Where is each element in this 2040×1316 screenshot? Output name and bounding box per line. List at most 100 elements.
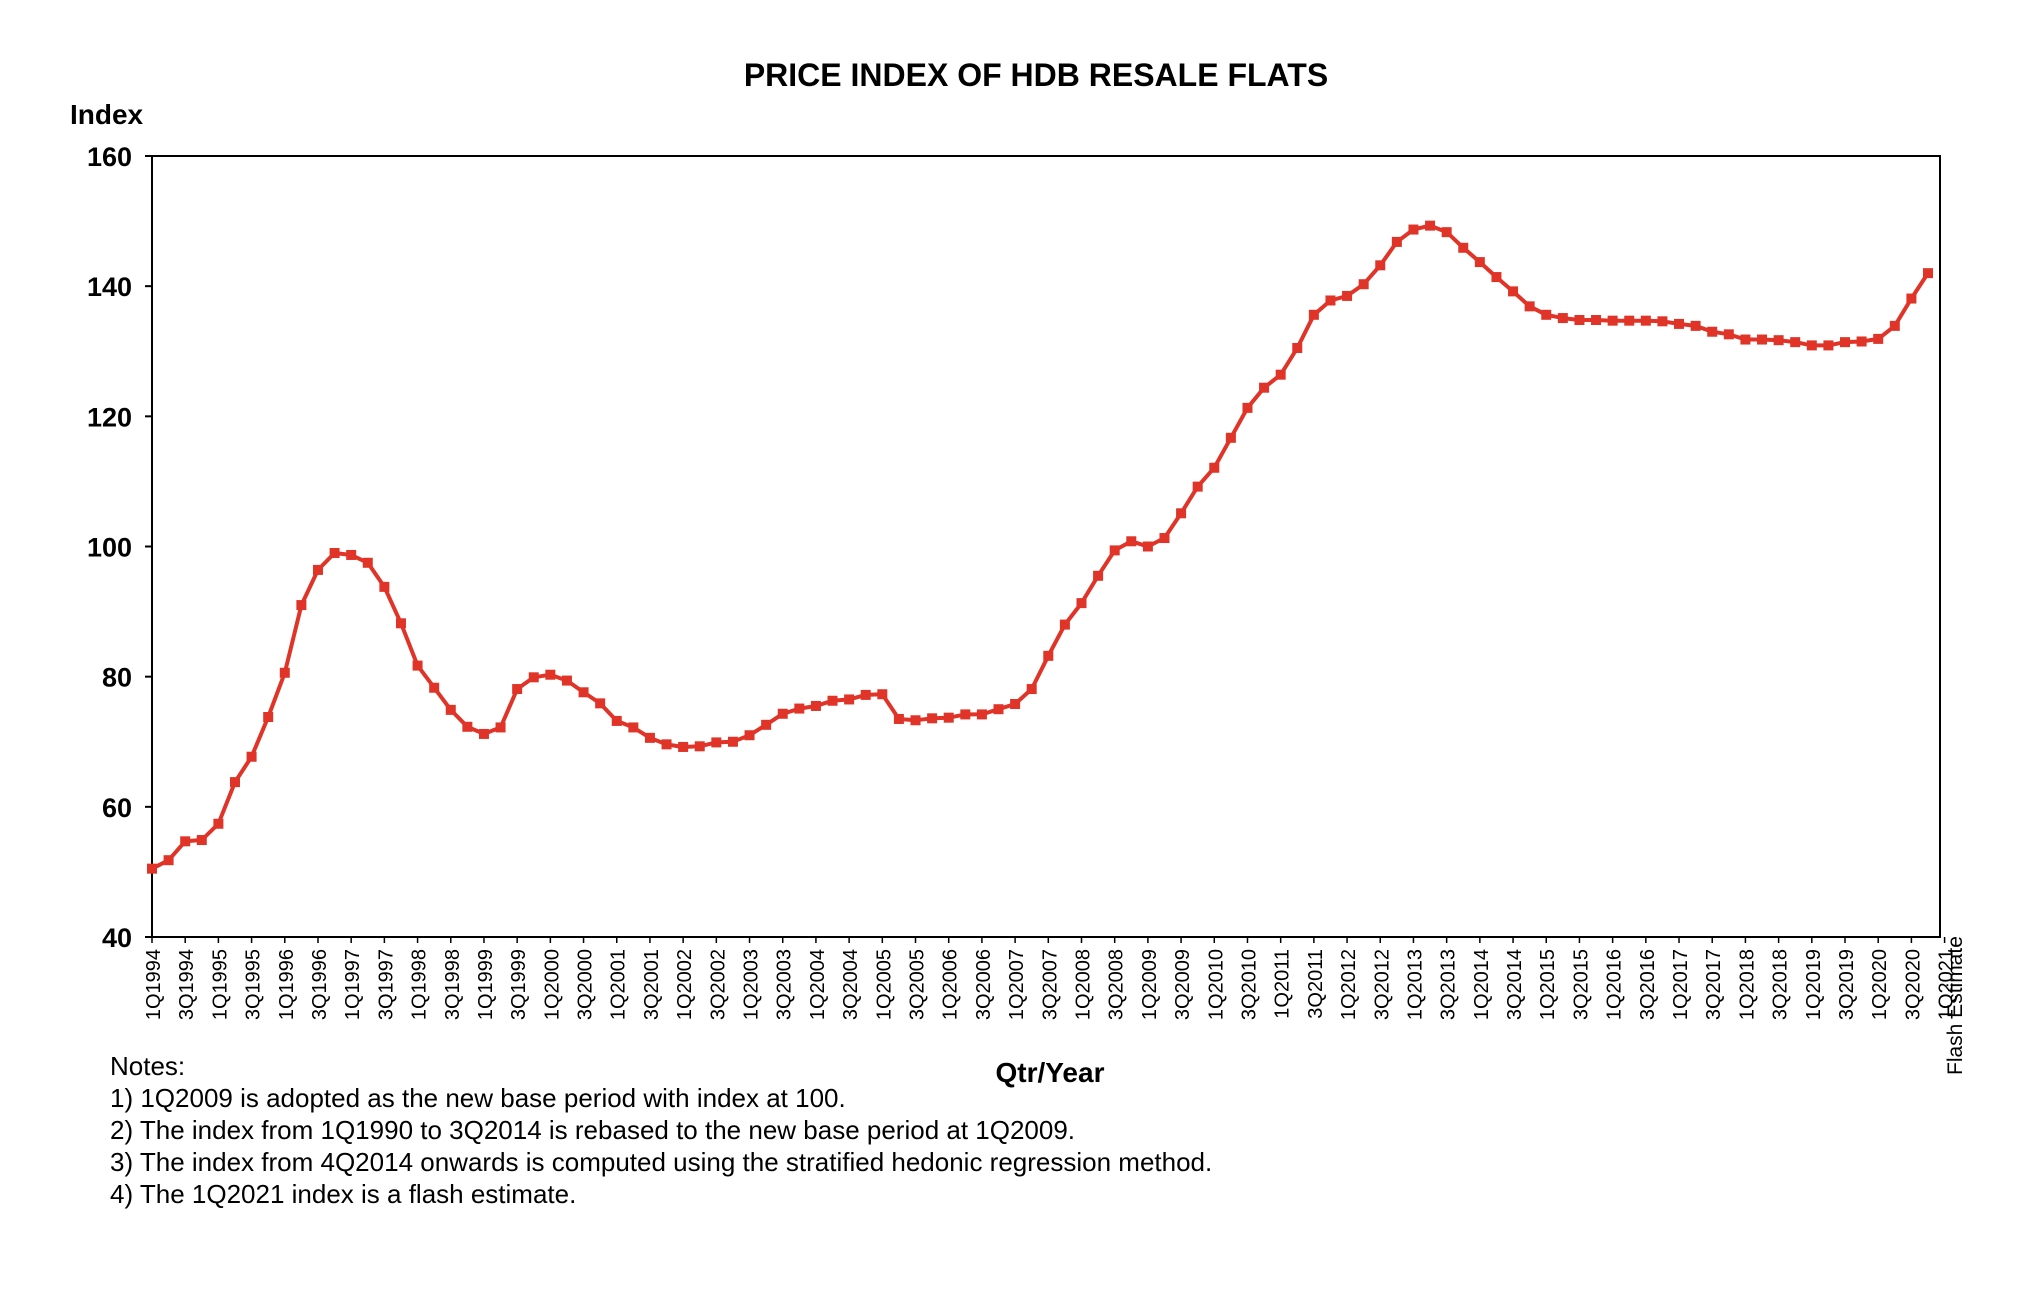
data-point [877,689,888,700]
data-point [1441,227,1452,238]
data-point [943,712,954,723]
y-axis-label: Index [70,99,144,130]
x-tick-label: 1Q2000 [541,949,563,1020]
x-tick-label: 3Q2000 [575,949,597,1020]
data-point [1640,315,1651,326]
data-point [1408,224,1419,235]
data-point [561,675,572,686]
plot-area-frame [151,155,1941,938]
data-point [1607,315,1618,326]
note-item-1: 1) 1Q2009 is adopted as the new base per… [110,1083,846,1113]
x-tick-label: 1Q2020 [1869,949,1891,1020]
data-point [1574,315,1585,326]
x-tick-label: 3Q2001 [641,949,663,1020]
x-tick-label: 1Q2015 [1537,949,1559,1020]
series-layer [147,220,1933,874]
data-point [927,713,938,724]
data-point [860,689,871,700]
y-tick-label: 140 [87,272,132,302]
data-point [478,728,489,739]
data-point [1856,336,1867,347]
x-tick-label: 1Q2009 [1139,949,1161,1020]
data-point [412,660,423,671]
x-tick-label: 3Q2018 [1770,949,1792,1020]
data-point [495,722,506,733]
x-tick-label: 1Q2006 [940,949,962,1020]
data-point [1508,286,1519,297]
notes-block: Notes: 1) 1Q2009 is adopted as the new b… [110,1050,1212,1210]
x-tick-label: 3Q2017 [1703,949,1725,1020]
x-tick-label: 1Q2003 [741,949,763,1020]
x-tick-label: 1Q1995 [209,949,231,1020]
note-item-2: 2) The index from 1Q1990 to 3Q2014 is re… [110,1115,1076,1145]
data-point [445,704,456,715]
data-point [910,715,921,726]
data-point [1491,272,1502,283]
x-tick-label: 3Q2008 [1106,949,1128,1020]
data-point [1657,316,1668,327]
x-tick-label: 3Q2014 [1504,949,1526,1020]
data-point [1126,536,1137,547]
data-point [1840,337,1851,348]
data-point [1275,369,1286,380]
data-point [246,751,257,762]
x-tick-label: 3Q2013 [1438,949,1460,1020]
x-tick-label: 3Q2019 [1836,949,1858,1020]
data-point [329,548,340,559]
data-point [362,557,373,568]
data-point [595,698,606,709]
x-tick-label: 1Q2018 [1736,949,1758,1020]
data-point [1076,598,1087,609]
data-point [312,564,323,575]
data-point [761,719,772,730]
x-tick-label: 3Q2011 [1305,949,1327,1019]
data-point [379,581,390,592]
data-point [810,700,821,711]
x-tick-label: 3Q2006 [973,949,995,1020]
x-tick-label: 3Q2002 [707,949,729,1020]
data-point [229,777,240,788]
data-point [578,687,589,698]
data-point [844,694,855,705]
data-point [611,715,622,726]
x-tick-label: 1Q2005 [873,949,895,1020]
data-point [1707,326,1718,337]
x-tick-label: 1Q2011 [1272,949,1294,1019]
data-point [1541,309,1552,320]
data-point [694,741,705,752]
data-point [1823,340,1834,351]
data-point [1209,462,1220,473]
x-tick-label: 1Q2001 [608,949,630,1020]
data-point [1690,320,1701,331]
x-tick-label: 3Q1996 [309,949,331,1020]
notes-heading: Notes: [110,1051,186,1081]
data-point [1889,320,1900,331]
x-tick-label: 3Q2009 [1172,949,1194,1020]
x-tick-label: 1Q2004 [807,949,829,1020]
x-tick-label: 1Q1999 [475,949,497,1020]
x-tick-label: 1Q1994 [143,949,165,1020]
data-point [678,741,689,752]
data-point [711,737,722,748]
data-point [180,836,191,847]
data-point [1624,315,1635,326]
data-point [196,835,207,846]
data-point [1010,699,1021,710]
flash-estimate-label: Flash Estimate [1944,936,1967,1075]
data-point [1026,684,1037,695]
data-point [429,682,440,693]
data-point [1192,481,1203,492]
note-item-3: 3) The index from 4Q2014 onwards is comp… [110,1147,1213,1177]
data-point [1225,432,1236,443]
data-point [1524,301,1535,312]
x-tick-label: 3Q2016 [1637,949,1659,1020]
data-point [1159,533,1170,544]
x-tick-label: 1Q2008 [1072,949,1094,1020]
data-point [163,855,174,866]
data-point [960,709,971,720]
data-point [1109,545,1120,556]
y-tick-label: 80 [102,663,132,693]
data-point [147,863,157,874]
data-point [528,672,539,683]
